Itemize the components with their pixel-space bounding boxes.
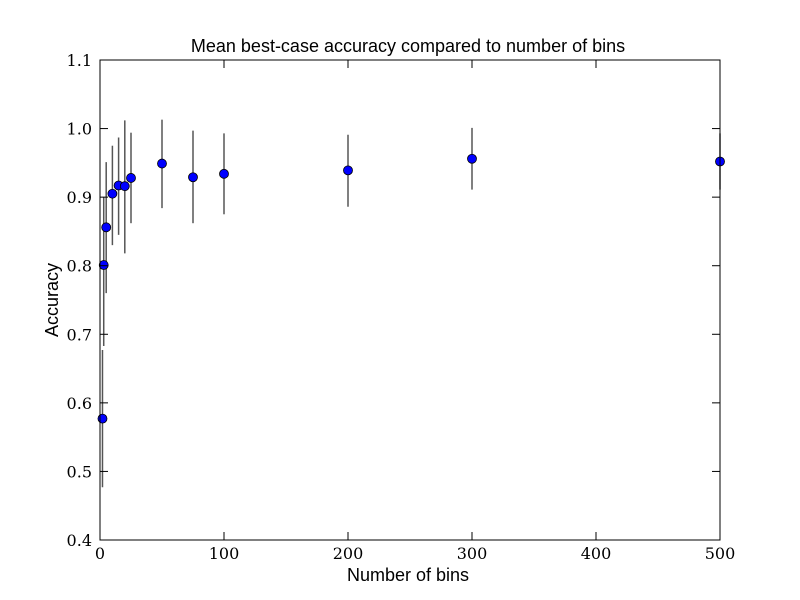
data-points xyxy=(97,153,725,424)
y-tick-label: 0.8 xyxy=(67,257,92,276)
x-tick-label: 100 xyxy=(209,544,240,563)
data-point xyxy=(467,153,477,164)
data-point xyxy=(98,260,109,270)
x-tick-label: 500 xyxy=(705,544,736,563)
y-tick-label: 0.9 xyxy=(67,188,92,207)
y-tick-label: 0.6 xyxy=(67,394,92,413)
data-point xyxy=(219,168,229,179)
data-point xyxy=(157,158,167,169)
y-tick-label: 0.5 xyxy=(67,462,92,481)
x-axis-label: Number of bins xyxy=(347,565,469,585)
x-tick-label: 300 xyxy=(457,544,488,563)
x-tick-label: 200 xyxy=(333,544,364,563)
data-point xyxy=(188,172,198,183)
data-point xyxy=(126,173,136,183)
data-point xyxy=(119,181,130,192)
data-point xyxy=(343,165,353,176)
ticks xyxy=(99,59,721,541)
y-axis-label: Accuracy xyxy=(42,263,62,337)
tick-labels: 0 100 200 300 400 500 0.4 0.5 0.6 0.7 0.8 0.9 1.0 1.1 xyxy=(67,51,736,563)
y-tick-label: 1.1 xyxy=(67,51,92,70)
plot-frame xyxy=(99,59,721,541)
data-point xyxy=(97,413,108,424)
y-tick-label: 0.7 xyxy=(67,325,92,344)
y-tick-label: 1.0 xyxy=(67,120,92,139)
x-tick-label: 400 xyxy=(581,544,612,563)
data-point xyxy=(101,222,112,233)
data-point xyxy=(107,188,118,199)
x-tick-label: 0 xyxy=(95,544,105,563)
chart-title: Mean best-case accuracy compared to numb… xyxy=(191,36,625,56)
y-tick-label: 0.4 xyxy=(67,531,92,550)
